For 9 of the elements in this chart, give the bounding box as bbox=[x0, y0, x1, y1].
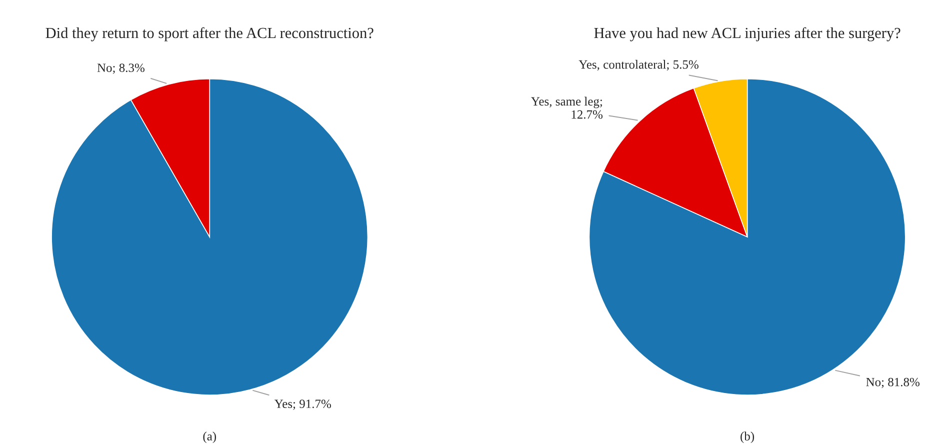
chart-title: Have you had new ACL injuries after the surgery? bbox=[594, 27, 900, 42]
text: (b) bbox=[740, 432, 754, 444]
text: (a) bbox=[203, 432, 216, 444]
slice-label: No; 8.3% bbox=[97, 64, 144, 74]
slice-label: Yes, controlateral; 5.5% bbox=[578, 60, 698, 71]
slice-label: Yes; 91.7% bbox=[274, 400, 331, 410]
chart-title: Did they return to sport after the ACL reconstruction? bbox=[46, 27, 374, 42]
slice-label: Yes, same leg; 12.7% bbox=[531, 96, 603, 119]
slice-label: No; 81.8% bbox=[866, 378, 920, 388]
